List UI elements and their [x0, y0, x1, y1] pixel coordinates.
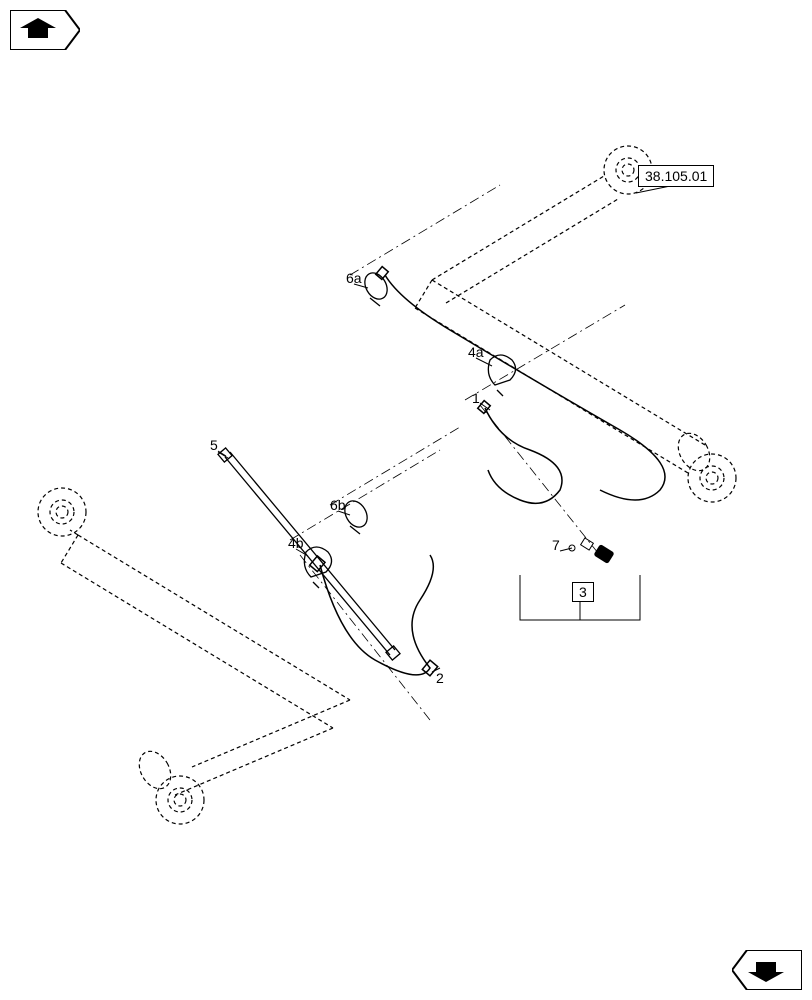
callout-4b: 4b [288, 535, 304, 551]
callout-4a: 4a [468, 344, 484, 360]
hose-right [376, 267, 665, 500]
callout-6b: 6b [330, 497, 346, 513]
fitting-7 [569, 538, 614, 563]
parts-diagram [0, 0, 812, 1000]
callout-2: 2 [436, 670, 444, 686]
cylinder-upper [415, 146, 736, 502]
callout-1: 1 [472, 390, 480, 406]
callout-5: 5 [210, 437, 218, 453]
ref-box-38-105-01: 38.105.01 [638, 165, 714, 187]
callout-7: 7 [552, 537, 560, 553]
callout-6a: 6a [346, 270, 362, 286]
clamp-4b [304, 547, 331, 588]
callout-3-box: 3 [572, 582, 594, 602]
